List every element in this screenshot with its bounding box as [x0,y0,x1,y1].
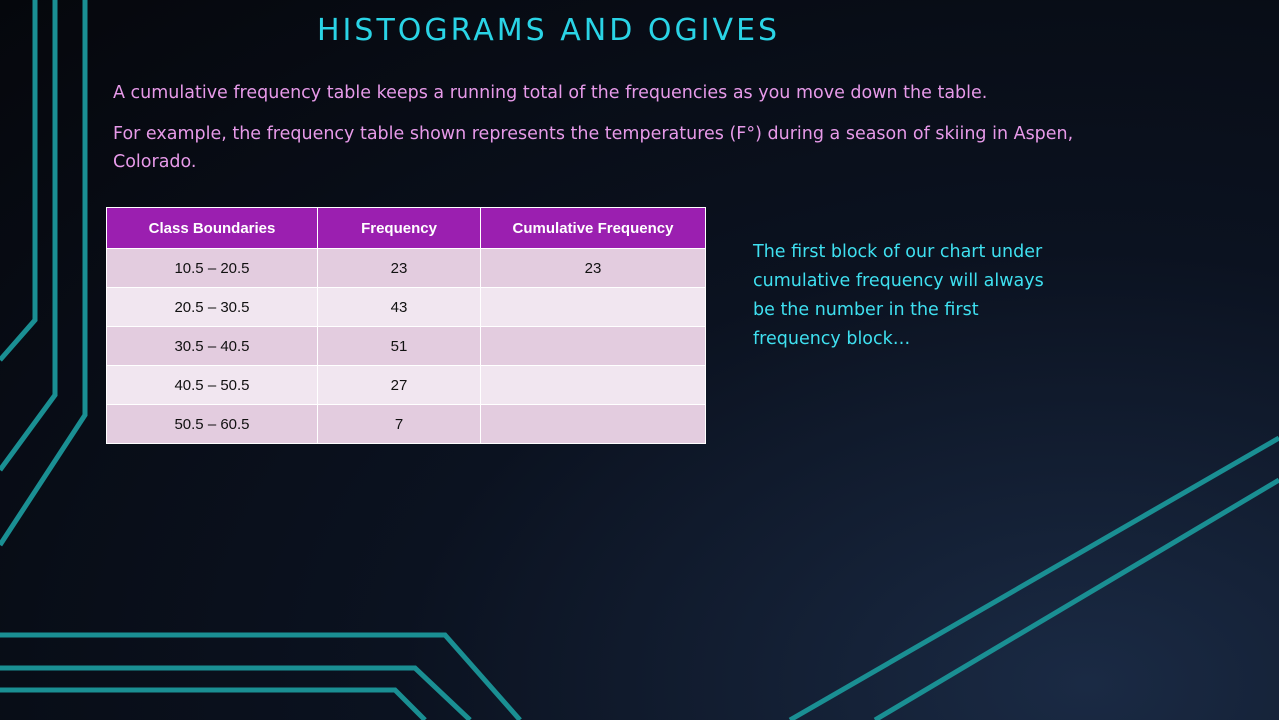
frequency-cell: 43 [317,287,481,327]
frequency-cell: 23 [317,248,481,288]
example-paragraph: For example, the frequency table shown r… [113,124,1074,172]
frequency-cell: 51 [317,326,481,366]
column-header-class-boundaries: Class Boundaries [106,207,318,249]
intro-paragraph: A cumulative frequency table keeps a run… [113,83,988,103]
class-boundaries-cell: 10.5 – 20.5 [106,248,318,288]
cumulative-frequency-cell [480,287,706,327]
frequency-cell: 27 [317,365,481,405]
column-header-frequency: Frequency [317,207,481,249]
cumulative-frequency-cell [480,365,706,405]
table-row: 30.5 – 40.5 51 [106,326,706,366]
cumulative-frequency-cell [480,404,706,444]
cumulative-frequency-table: Class Boundaries Frequency Cumulative Fr… [106,207,706,444]
table-row: 40.5 – 50.5 27 [106,365,706,405]
table-row: 10.5 – 20.5 23 23 [106,248,706,288]
circuit-line [0,0,88,547]
circuit-line [0,0,58,472]
class-boundaries-cell: 40.5 – 50.5 [106,365,318,405]
cumulative-frequency-cell: 23 [480,248,706,288]
circuit-line [0,687,427,720]
table-header-row: Class Boundaries Frequency Cumulative Fr… [106,207,706,249]
explanation-note: The first block of our chart under cumul… [753,242,1044,349]
circuit-line [0,665,472,720]
page-title: HISTOGRAMS AND OGIVES [317,13,781,48]
circuit-line [788,435,1279,720]
class-boundaries-cell: 30.5 – 40.5 [106,326,318,366]
circuit-line [873,477,1279,720]
frequency-cell: 7 [317,404,481,444]
class-boundaries-cell: 20.5 – 30.5 [106,287,318,327]
circuit-line [0,0,38,362]
circuit-line [0,632,522,720]
class-boundaries-cell: 50.5 – 60.5 [106,404,318,444]
column-header-cumulative-frequency: Cumulative Frequency [480,207,706,249]
table-row: 20.5 – 30.5 43 [106,287,706,327]
cumulative-frequency-cell [480,326,706,366]
table-row: 50.5 – 60.5 7 [106,404,706,444]
